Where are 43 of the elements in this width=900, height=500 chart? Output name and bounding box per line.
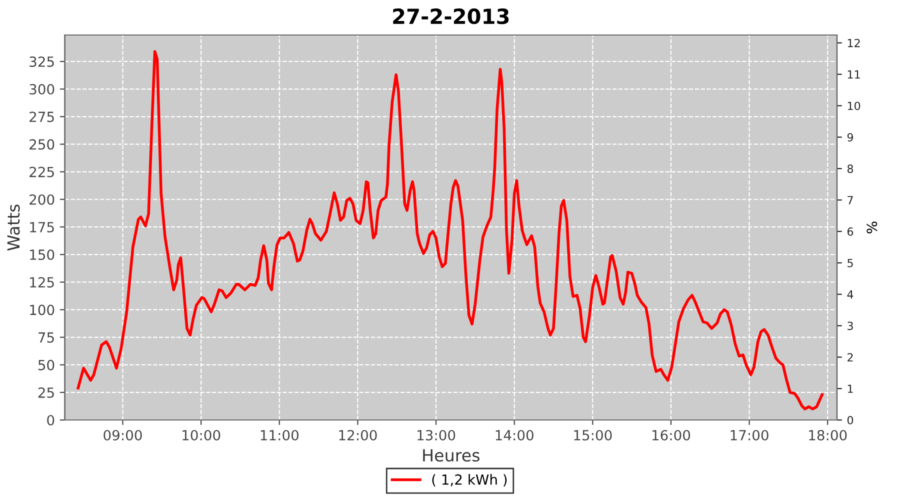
x-tick-label: 12:00	[339, 430, 377, 440]
y-axis-title: Watts	[7, 204, 20, 251]
y2-tick-label: 12	[848, 38, 860, 48]
x-tick-label: 10:00	[182, 430, 220, 440]
y-tick-label: 200	[30, 194, 54, 205]
x-tick-label: 13:00	[418, 430, 456, 440]
y2-tick-label: 11	[848, 70, 860, 79]
y-tick-label: 225	[30, 166, 54, 178]
legend-label: ( 1,2 kWh )	[432, 474, 507, 486]
x-tick-label: 09:00	[104, 430, 142, 440]
y2-tick-label: 4	[847, 290, 854, 299]
x-tick-label: 15:00	[574, 430, 612, 440]
y-tick-label: 75	[38, 332, 54, 343]
x-tick-label: 17:00	[730, 430, 768, 440]
y-tick-label: 125	[30, 277, 54, 288]
y2-tick-label: 6	[848, 227, 854, 236]
y-tick-label: 175	[30, 222, 54, 232]
y2-tick-label: 3	[848, 322, 853, 330]
x-tick-label: 16:00	[652, 430, 690, 440]
y-tick-label: 150	[30, 249, 54, 260]
y2-tick-label: 8	[847, 164, 854, 173]
y2-tick-label: 2	[848, 353, 853, 362]
y-tick-label: 50	[38, 360, 54, 370]
y2-tick-label: 10	[848, 102, 860, 110]
x-tick-label: 18:00	[809, 430, 847, 440]
line-series	[76, 50, 824, 410]
chart-title: 27-2-2013	[393, 8, 509, 24]
y-tick-label: 0	[47, 414, 54, 426]
y-tick-label: 325	[30, 56, 54, 67]
x-tick-label: 11:00	[260, 430, 298, 440]
y-tick-label: 300	[30, 84, 54, 95]
y2-tick-label: 0	[847, 416, 854, 424]
x-axis-title: Heures	[423, 449, 480, 462]
y-tick-label: 275	[30, 112, 54, 122]
y2-tick-label: 5	[848, 258, 853, 268]
y2-tick-label: 9	[847, 133, 854, 142]
x-tick-label: 14:00	[496, 430, 534, 440]
y2-axis-title: %	[866, 222, 878, 234]
y2-tick-label: 7	[848, 196, 853, 204]
y-tick-label: 100	[30, 304, 54, 316]
y-tick-label: 250	[30, 139, 54, 150]
y-tick-label: 25	[38, 387, 54, 398]
y2-tick-label: 1	[848, 384, 853, 393]
